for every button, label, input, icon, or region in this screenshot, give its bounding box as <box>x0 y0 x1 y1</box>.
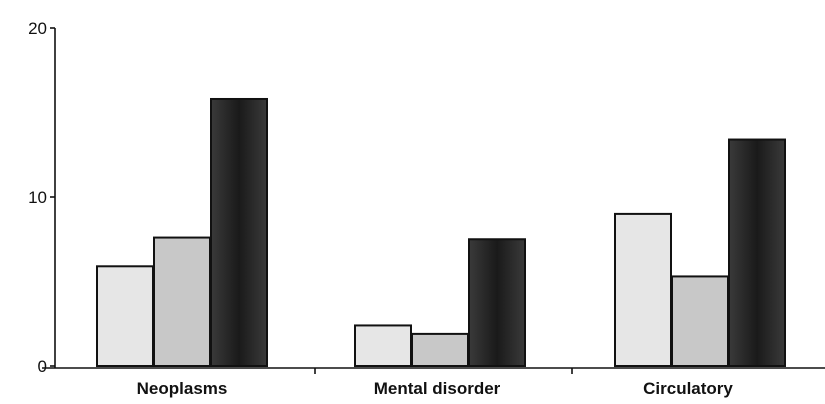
bar-neoplasms-series-2 <box>153 236 211 367</box>
bar-circulatory-series-2 <box>671 275 729 367</box>
x-axis-labels: Neoplasms Mental disorder Circulatory <box>137 368 733 398</box>
bar-mental-disorder-series-1 <box>354 324 412 368</box>
x-category-label: Neoplasms <box>137 379 228 398</box>
y-tick-label: 0 <box>38 357 47 376</box>
bar-neoplasms-series-1 <box>96 265 154 368</box>
bar-circulatory-series-3 <box>728 138 786 367</box>
y-tick-label: 10 <box>28 188 47 207</box>
y-axis-ticks: 0 10 20 <box>28 19 55 376</box>
y-tick-label: 20 <box>28 19 47 38</box>
bar-neoplasms-series-3 <box>210 97 268 367</box>
bar-mental-disorder-series-2 <box>411 332 469 368</box>
bar-mental-disorder-series-3 <box>468 238 526 367</box>
bar-circulatory-series-1 <box>614 212 672 367</box>
bars-group <box>96 97 786 368</box>
x-category-label: Mental disorder <box>374 379 501 398</box>
x-category-label: Circulatory <box>643 379 733 398</box>
